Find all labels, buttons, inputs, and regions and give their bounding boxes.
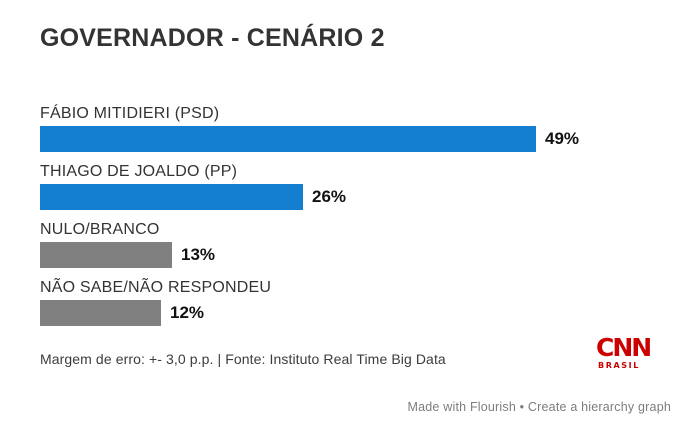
bar-line: 26% bbox=[40, 184, 660, 210]
bar-row: NULO/BRANCO 13% bbox=[40, 219, 660, 268]
bar-value-label: 49% bbox=[545, 129, 580, 148]
bar-value-label: 12% bbox=[170, 303, 205, 322]
candidate-label: NULO/BRANCO bbox=[40, 221, 160, 238]
candidate-label: FÁBIO MITIDIERI (PSD) bbox=[40, 105, 220, 122]
bar-value-label: 26% bbox=[312, 187, 347, 206]
bar-row: NÃO SABE/NÃO RESPONDEU 12% bbox=[40, 277, 660, 326]
flourish-credit-link[interactable]: Made with Flourish • Create a hierarchy … bbox=[407, 400, 671, 414]
cnn-logo-subtext: BRASIL bbox=[598, 361, 640, 370]
cnn-logo-text: CNN bbox=[596, 333, 652, 362]
bar-line: 49% bbox=[40, 126, 660, 152]
bar-fill bbox=[40, 184, 303, 210]
source-note: Margem de erro: +- 3,0 p.p. | Fonte: Ins… bbox=[40, 351, 446, 367]
candidate-label: NÃO SABE/NÃO RESPONDEU bbox=[40, 279, 272, 296]
bar-chart: FÁBIO MITIDIERI (PSD) 49% THIAGO DE JOAL… bbox=[40, 103, 660, 335]
bar-row: FÁBIO MITIDIERI (PSD) 49% bbox=[40, 103, 660, 152]
bar-fill bbox=[40, 126, 536, 152]
candidate-label: THIAGO DE JOALDO (PP) bbox=[40, 163, 238, 180]
bar-fill bbox=[40, 242, 172, 268]
chart-title: GOVERNADOR - CENÁRIO 2 bbox=[40, 24, 385, 52]
bar-row: THIAGO DE JOALDO (PP) 26% bbox=[40, 161, 660, 210]
bar-fill bbox=[40, 300, 161, 326]
bar-line: 12% bbox=[40, 300, 660, 326]
cnn-brasil-logo: CNN BRASIL bbox=[596, 333, 652, 370]
bar-value-label: 13% bbox=[181, 245, 216, 264]
bar-line: 13% bbox=[40, 242, 660, 268]
